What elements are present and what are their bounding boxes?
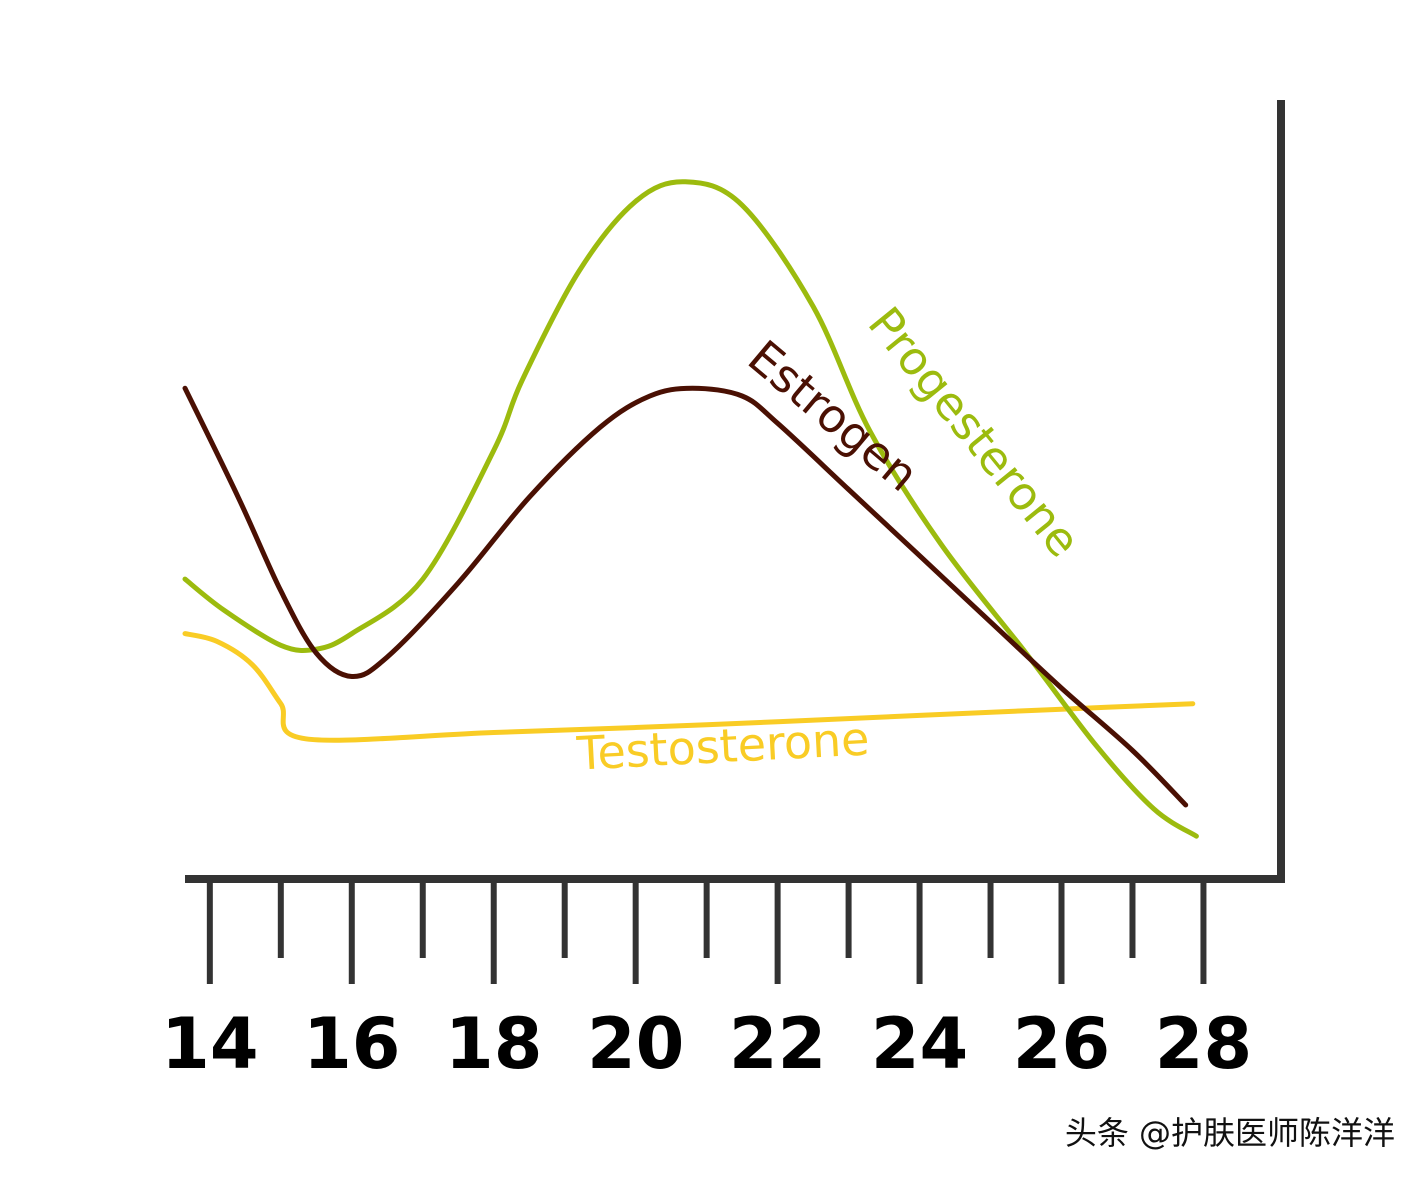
x-tick-label-22: 22 <box>729 1003 826 1085</box>
x-tick-label-20: 20 <box>587 1003 684 1085</box>
watermark: 头条 @护肤医师陈洋洋 <box>1064 1114 1395 1152</box>
x-ticks <box>206 879 1207 984</box>
x-tick-label-24: 24 <box>871 1003 968 1085</box>
x-tick-labels: 14 16 18 20 22 24 26 28 <box>161 1003 1252 1085</box>
x-tick-label-16: 16 <box>303 1003 400 1085</box>
series-line-testosterone <box>182 631 1196 743</box>
x-tick-label-28: 28 <box>1155 1003 1252 1085</box>
x-tick-label-18: 18 <box>445 1003 542 1085</box>
series-label-testosterone: Testosterone <box>575 711 871 780</box>
series-lines <box>182 179 1199 839</box>
series-line-estrogen <box>182 385 1189 808</box>
x-tick-label-14: 14 <box>161 1003 258 1085</box>
x-tick-label-26: 26 <box>1013 1003 1110 1085</box>
